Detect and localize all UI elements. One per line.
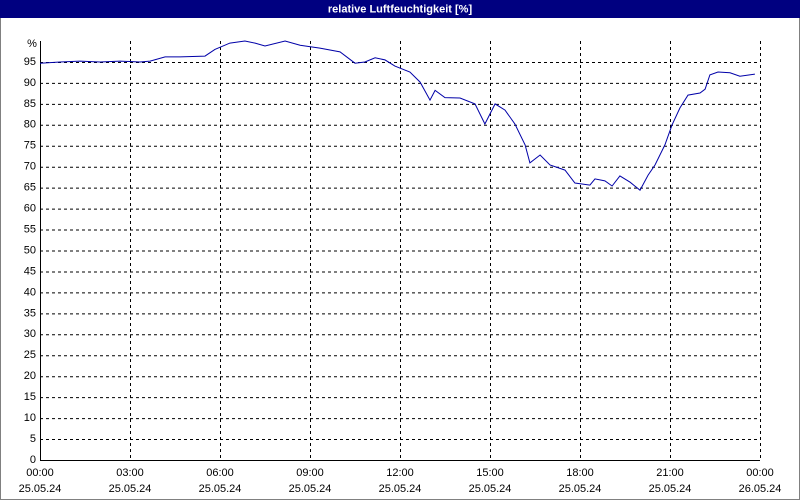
y-tick-label: 80	[24, 119, 36, 131]
y-tick-label: 0	[30, 454, 36, 466]
x-tick-label: 00:00	[746, 467, 774, 479]
y-tick-label: 35	[24, 307, 36, 319]
y-tick-label: 55	[24, 223, 36, 235]
y-tick-label: 30	[24, 328, 36, 340]
y-tick-label: 40	[24, 286, 36, 298]
y-tick-label: 5	[30, 433, 36, 445]
y-tick-label: 75	[24, 140, 36, 152]
y-tick-label: 10	[24, 412, 36, 424]
x-tick-label: 25.05.24	[109, 483, 152, 495]
y-tick-label: 20	[24, 370, 36, 382]
x-tick-label: 03:00	[116, 467, 144, 479]
x-tick-label: 25.05.24	[469, 483, 512, 495]
y-tick-label: 70	[24, 161, 36, 173]
y-tick-label: 50	[24, 244, 36, 256]
x-tick-label: 21:00	[656, 467, 684, 479]
x-tick-label: 18:00	[566, 467, 594, 479]
data-line	[39, 40, 755, 191]
x-tick-label: 25.05.24	[289, 483, 332, 495]
x-tick-label: 00:00	[26, 467, 54, 479]
y-tick-label: 85	[24, 98, 36, 110]
y-tick-label: 60	[24, 203, 36, 215]
y-tick-label: 15	[24, 391, 36, 403]
x-tick-label: 25.05.24	[649, 483, 692, 495]
y-axis-label: %	[27, 38, 37, 50]
x-tick-label: 25.05.24	[19, 483, 62, 495]
x-tick-label: 25.05.24	[559, 483, 602, 495]
chart-title: relative Luftfeuchtigkeit [%]	[328, 3, 473, 15]
x-tick-label: 25.05.24	[199, 483, 242, 495]
y-tick-label: 45	[24, 265, 36, 277]
x-tick-label: 15:00	[476, 467, 504, 479]
x-tick-label: 09:00	[296, 467, 324, 479]
x-tick-label: 06:00	[206, 467, 234, 479]
y-tick-label: 65	[24, 182, 36, 194]
y-tick-label: 95	[24, 56, 36, 68]
y-tick-label: 25	[24, 349, 36, 361]
x-tick-label: 25.05.24	[379, 483, 422, 495]
x-tick-label: 26.05.24	[739, 483, 782, 495]
title-bar	[0, 0, 800, 18]
y-tick-label: 90	[24, 77, 36, 89]
x-tick-label: 12:00	[386, 467, 414, 479]
